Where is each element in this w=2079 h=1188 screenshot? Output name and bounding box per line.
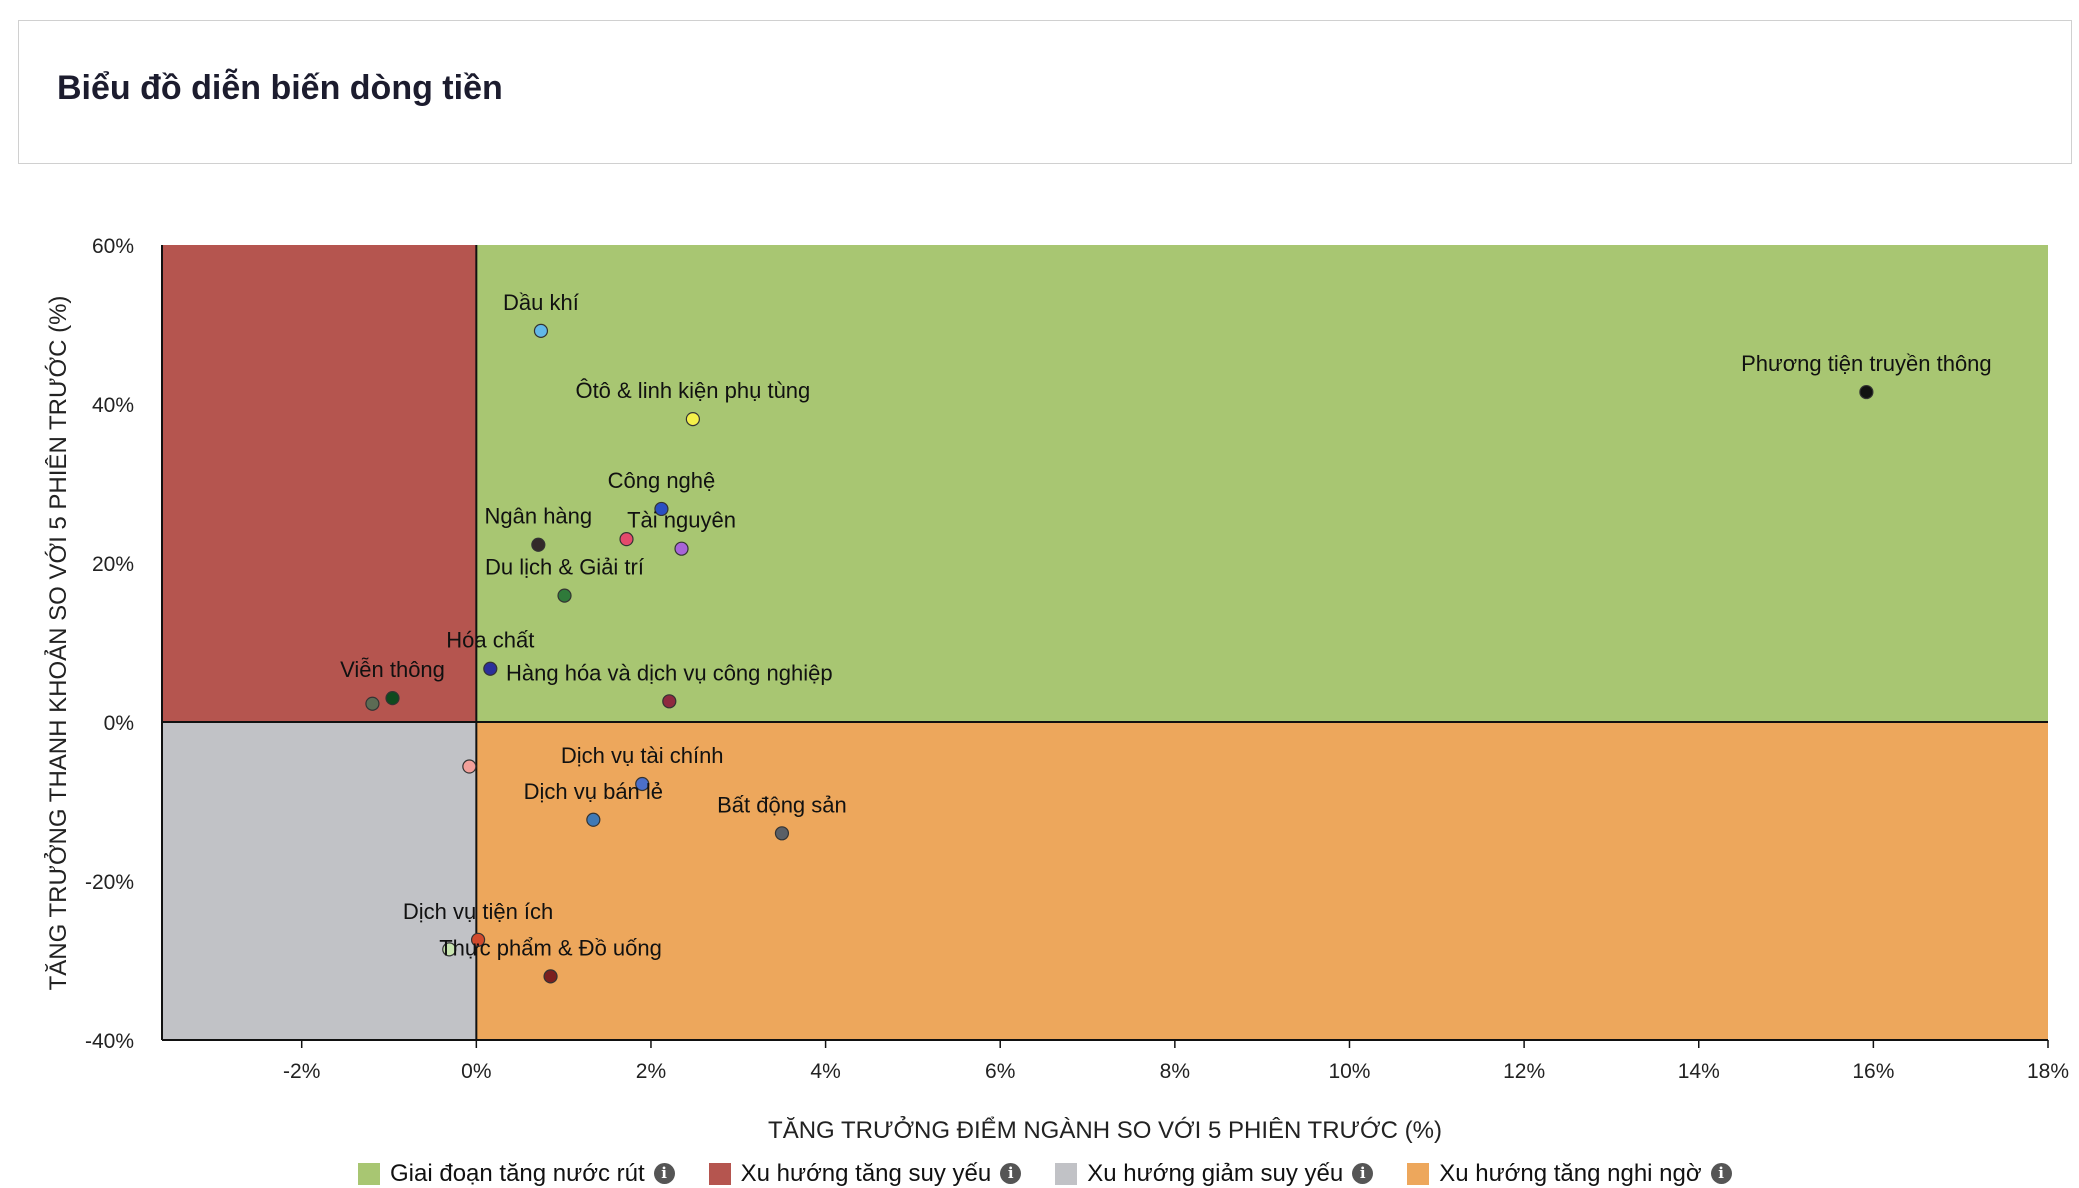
legend-label: Xu hướng tăng nghi ngờ bbox=[1439, 1159, 1702, 1187]
y-tick-label: 40% bbox=[92, 394, 134, 417]
point-label: Thực phẩm & Đồ uống bbox=[439, 935, 662, 960]
x-tick-label: 18% bbox=[2027, 1060, 2069, 1083]
point-label: Hóa chất bbox=[446, 628, 534, 653]
legend-label: Xu hướng tăng suy yếu bbox=[740, 1159, 992, 1187]
page-title: Biểu đồ diễn biến dòng tiền bbox=[57, 69, 503, 107]
x-tick-label: 0% bbox=[461, 1060, 491, 1083]
legend-item[interactable]: Xu hướng giảm suy yếu i bbox=[1055, 1159, 1374, 1188]
data-point bbox=[635, 776, 650, 792]
x-tick-label: 4% bbox=[810, 1060, 840, 1083]
legend-swatch bbox=[1055, 1162, 1078, 1185]
x-tick-label: 10% bbox=[1328, 1060, 1370, 1083]
legend-swatch bbox=[708, 1162, 731, 1185]
x-tick-label: 16% bbox=[1852, 1060, 1894, 1083]
point-label: Dịch vụ tiện ích bbox=[403, 899, 553, 924]
x-tick-label: 12% bbox=[1503, 1060, 1545, 1083]
legend-swatch bbox=[358, 1162, 380, 1185]
info-icon[interactable]: i bbox=[1710, 1163, 1732, 1184]
legend-swatch bbox=[1407, 1162, 1430, 1185]
data-point bbox=[619, 532, 634, 547]
data-point bbox=[685, 412, 700, 427]
point-label: Phương tiện truyền thông bbox=[1741, 351, 1992, 376]
point-label: Dịch vụ bán lẻ bbox=[524, 779, 663, 804]
quadrant-weakening-up bbox=[162, 245, 477, 722]
legend-item[interactable]: Giai đoạn tăng nước rút i bbox=[358, 1160, 675, 1188]
data-point bbox=[462, 759, 477, 774]
point-label: Bất động sản bbox=[717, 792, 847, 817]
point-label: Dầu khí bbox=[503, 290, 579, 315]
point-label: Tài nguyên bbox=[627, 508, 736, 533]
data-point bbox=[531, 537, 546, 552]
data-point bbox=[557, 588, 572, 603]
point-label: Công nghệ bbox=[608, 468, 716, 493]
data-point bbox=[654, 501, 669, 517]
y-tick-label: 60% bbox=[92, 235, 134, 258]
y-axis-title: TĂNG TRƯỞNG THANH KHOẢN SO VỚI 5 PHIÊN T… bbox=[43, 296, 72, 991]
info-icon[interactable]: i bbox=[1352, 1163, 1374, 1184]
quadrant-doubtful-up bbox=[476, 722, 2048, 1040]
x-tick-label: 6% bbox=[985, 1060, 1015, 1083]
data-point bbox=[470, 932, 486, 947]
data-point bbox=[586, 812, 601, 827]
data-point bbox=[533, 323, 549, 338]
x-tick-label: 14% bbox=[1678, 1060, 1720, 1083]
x-tick-label: 2% bbox=[636, 1060, 666, 1083]
point-label: Dịch vụ tài chính bbox=[561, 743, 724, 768]
chart-header-box: Biểu đồ diễn biến dòng tiền bbox=[18, 20, 2072, 164]
x-tick-label: -2% bbox=[283, 1060, 320, 1083]
data-point bbox=[674, 541, 689, 556]
data-point bbox=[385, 691, 400, 706]
info-icon[interactable]: i bbox=[653, 1163, 675, 1184]
point-label: Ôtô & linh kiện phụ tùng bbox=[575, 378, 810, 403]
quadrant-acceleration bbox=[476, 245, 2048, 722]
legend-item[interactable]: Xu hướng tăng suy yếu i bbox=[708, 1159, 1022, 1188]
info-icon[interactable]: i bbox=[1000, 1163, 1022, 1184]
quadrant-weakening-down bbox=[162, 722, 477, 1040]
chart-legend: Giai đoạn tăng nước rút i Xu hướng tăng su… bbox=[358, 1160, 1732, 1187]
point-label: Viễn thông bbox=[340, 657, 445, 682]
point-label: Hàng hóa và dịch vụ công nghiệp bbox=[506, 660, 833, 685]
point-label: Ngân hàng bbox=[484, 504, 592, 529]
data-point bbox=[483, 661, 498, 676]
y-tick-label: 20% bbox=[92, 553, 134, 576]
data-point bbox=[442, 942, 457, 957]
legend-label: Giai đoạn tăng nước rút bbox=[390, 1159, 645, 1187]
legend-label: Xu hướng giảm suy yếu bbox=[1087, 1159, 1344, 1187]
x-tick-label: 8% bbox=[1160, 1060, 1190, 1083]
y-tick-label: -40% bbox=[85, 1030, 134, 1053]
point-label: Du lịch & Giải trí bbox=[485, 555, 644, 580]
x-axis-title: TĂNG TRƯỞNG ĐIỂM NGÀNH SO VỚI 5 PHIÊN TR… bbox=[768, 1115, 1442, 1144]
data-point bbox=[543, 969, 558, 984]
data-point bbox=[365, 696, 380, 711]
data-point bbox=[774, 826, 790, 841]
data-point bbox=[1859, 384, 1874, 400]
data-point bbox=[662, 694, 677, 709]
legend-item[interactable]: Xu hướng tăng nghi ngờ i bbox=[1407, 1159, 1732, 1188]
y-tick-label: -20% bbox=[85, 871, 134, 894]
y-tick-label: 0% bbox=[104, 712, 134, 735]
